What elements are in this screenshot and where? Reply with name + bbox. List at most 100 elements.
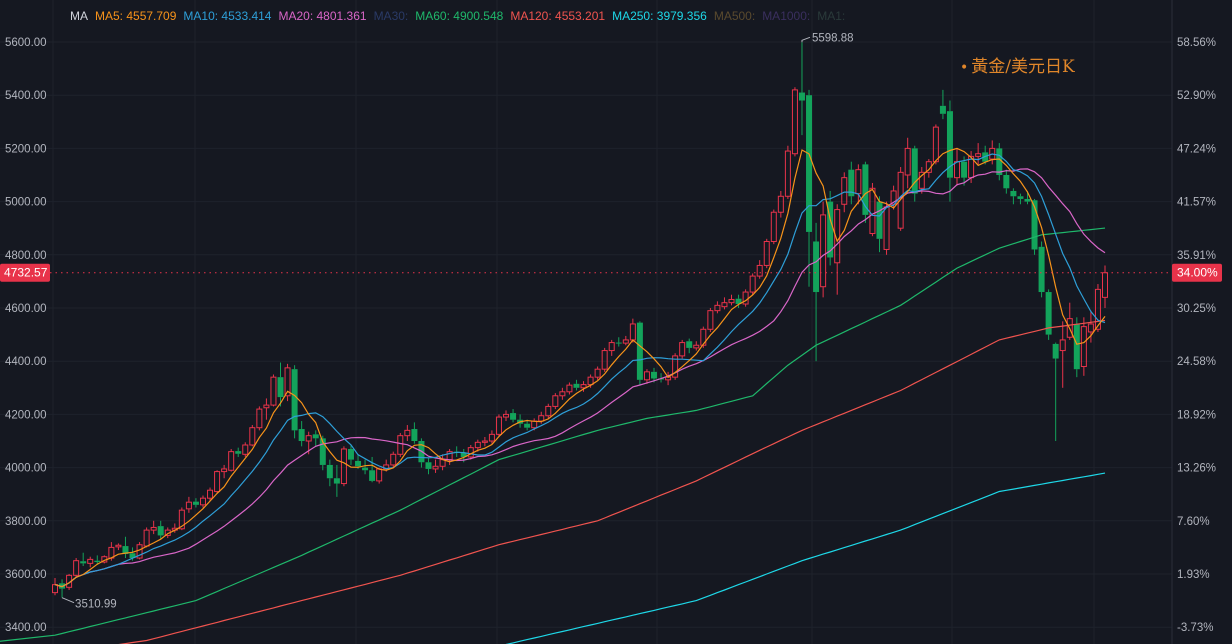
legend-item-0[interactable]: MA	[70, 9, 88, 23]
candle-body	[221, 468, 228, 473]
candle-body	[347, 448, 354, 460]
legend-item-3[interactable]: MA20: 4801.361	[278, 9, 367, 23]
legend-item-7[interactable]: MA250: 3979.356	[612, 9, 707, 23]
candle-body	[531, 420, 538, 429]
candle-body	[1038, 246, 1045, 293]
candle-143	[1059, 321, 1066, 388]
candle-112	[841, 172, 848, 213]
candle-body	[714, 304, 721, 312]
candle-body	[488, 433, 495, 442]
candle-145	[1073, 317, 1080, 378]
candle-90	[686, 338, 693, 354]
candle-108	[813, 222, 820, 362]
ma250-line	[505, 472, 1106, 644]
candle-body	[862, 164, 869, 215]
candle-21	[199, 495, 206, 508]
candle-83	[636, 321, 643, 386]
candle-19	[185, 496, 192, 513]
candle-body	[524, 423, 531, 428]
candle-44	[362, 459, 369, 475]
candle-20	[192, 498, 199, 508]
candle-body	[94, 560, 101, 563]
ma10-line	[54, 153, 1106, 588]
candle-body	[932, 126, 939, 163]
ma-legend: MA MA5: 4557.709 MA10: 4533.414 MA20: 4801.…	[70, 9, 845, 23]
legend-item-5[interactable]: MA60: 4900.548	[415, 9, 504, 23]
candle-89	[679, 339, 686, 359]
y-tick-label: 3600.00	[5, 569, 47, 581]
candle-107	[806, 89, 813, 287]
candle-body	[615, 342, 622, 344]
current-price-tag	[0, 263, 50, 282]
candle-body	[961, 161, 968, 178]
candle-body	[728, 298, 735, 304]
y-tick-label: 4000.00	[5, 463, 47, 475]
candle-121	[904, 137, 911, 189]
candle-body	[566, 384, 573, 393]
candle-128	[954, 148, 961, 186]
candle-27	[242, 442, 249, 457]
legend-item-6[interactable]: MA120: 4553.201	[510, 9, 606, 23]
candle-73	[566, 382, 573, 395]
candle-body	[601, 350, 608, 370]
candle-body	[721, 302, 728, 308]
chart-title: • 黃金/美元日K	[960, 52, 1075, 77]
candle-body	[312, 434, 319, 439]
candle-95	[721, 297, 728, 310]
candle-33	[284, 363, 291, 402]
candle-body	[946, 111, 953, 178]
candle-body	[390, 453, 397, 466]
legend-item-8[interactable]: MA500:	[713, 9, 756, 23]
candle-148	[1094, 284, 1101, 332]
ma5-line	[54, 147, 1106, 588]
candle-body	[369, 470, 376, 481]
candle-104	[784, 145, 791, 199]
y-percent-label: 35.91%	[1177, 250, 1216, 262]
legend-item-4[interactable]: MA30:	[373, 9, 409, 23]
candle-9	[115, 543, 122, 551]
candle-81	[622, 335, 629, 346]
candle-body	[87, 558, 94, 564]
candle-body	[256, 408, 263, 429]
candle-body	[129, 553, 136, 559]
candle-body	[298, 429, 305, 441]
candle-body	[679, 342, 686, 357]
candle-48	[390, 451, 397, 468]
candle-body	[157, 526, 164, 536]
candle-137	[1017, 193, 1024, 205]
candle-body	[474, 441, 481, 449]
candle-100	[756, 260, 763, 279]
candle-134	[996, 143, 1003, 181]
candle-105	[791, 87, 798, 157]
y-percent-label: 24.58%	[1177, 356, 1216, 368]
candle-body	[235, 451, 242, 454]
candle-body	[404, 429, 411, 437]
candle-body	[813, 241, 820, 293]
candle-body	[178, 509, 185, 530]
legend-item-2[interactable]: MA10: 4533.414	[183, 9, 272, 23]
ma60-line	[0, 227, 1106, 642]
y-tick-label: 4800.00	[5, 250, 47, 262]
legend-item-10[interactable]: MA1:	[817, 9, 846, 23]
candle-body	[199, 497, 206, 506]
candle-24	[221, 464, 228, 479]
candle-body	[207, 489, 214, 499]
legend-item-1[interactable]: MA5: 4557.709	[95, 9, 177, 23]
axes: 5600.00 58.56% 5400.00 52.90% 5200.00 47.24% 5…	[0, 32, 1222, 634]
y-tick-label: 5400.00	[5, 90, 47, 102]
candle-98	[742, 289, 749, 307]
candle-body	[876, 201, 883, 239]
candle-body	[735, 298, 742, 305]
candle-80	[615, 337, 622, 347]
candle-50	[404, 425, 411, 441]
candle-101	[763, 238, 770, 269]
candle-28	[249, 425, 256, 447]
legend-item-9[interactable]: MA1000:	[762, 9, 811, 23]
candle-body	[622, 339, 629, 344]
y-percent-label: 18.92%	[1177, 409, 1216, 421]
y-percent-label: -3.73%	[1177, 622, 1213, 634]
candle-23	[214, 470, 221, 493]
candle-body	[580, 384, 587, 389]
candle-84	[643, 369, 650, 384]
